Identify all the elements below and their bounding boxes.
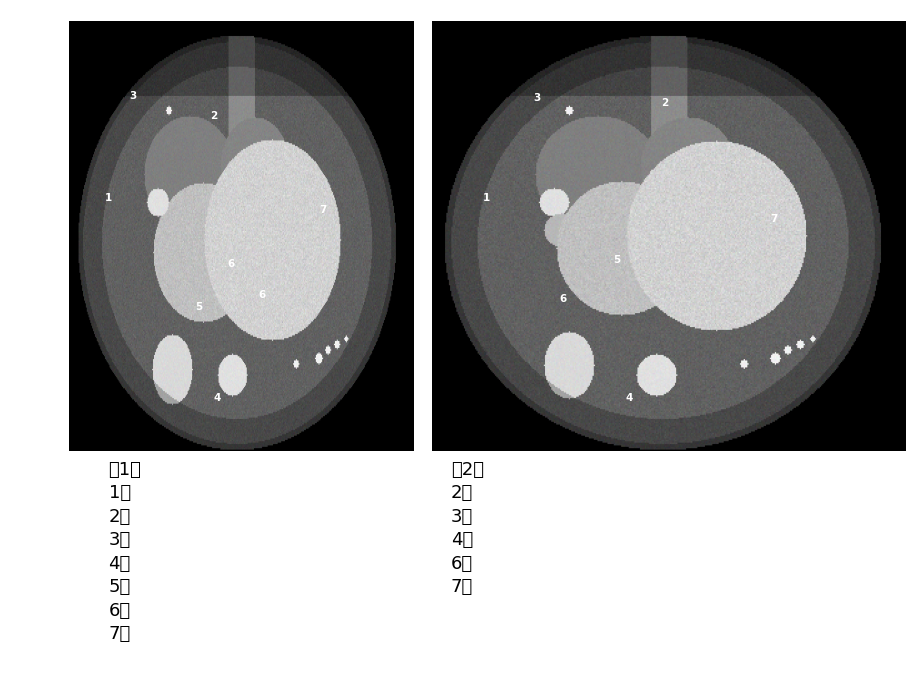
Text: 2: 2 [210,110,217,121]
Text: 2：: 2： [450,484,472,502]
Text: 3: 3 [129,91,136,101]
Text: 6: 6 [227,259,234,269]
Text: 7：: 7： [450,578,472,596]
Text: 3: 3 [532,93,539,104]
Text: 6: 6 [258,290,266,299]
Text: 3：: 3： [450,508,472,526]
Text: 图1：: 图1： [108,461,142,479]
Text: 5: 5 [613,255,620,265]
Text: 4：: 4： [450,531,472,549]
Text: 2：: 2： [108,508,130,526]
Text: 4：: 4： [108,555,130,573]
Text: 6: 6 [559,294,566,304]
Text: 1: 1 [482,193,490,202]
Text: 5：: 5： [108,578,130,596]
Text: 6：: 6： [108,602,130,620]
Text: 1: 1 [105,193,112,202]
Text: 3：: 3： [108,531,130,549]
Text: 7：: 7： [108,625,130,643]
Text: 1：: 1： [108,484,130,502]
Text: 2: 2 [660,98,667,108]
Text: 6：: 6： [450,555,472,573]
Text: 4: 4 [213,393,221,403]
Text: 图2：: 图2： [450,461,483,479]
Text: 7: 7 [319,206,326,215]
Text: 7: 7 [769,214,777,224]
Text: 5: 5 [195,302,202,313]
Text: 4: 4 [625,393,632,403]
